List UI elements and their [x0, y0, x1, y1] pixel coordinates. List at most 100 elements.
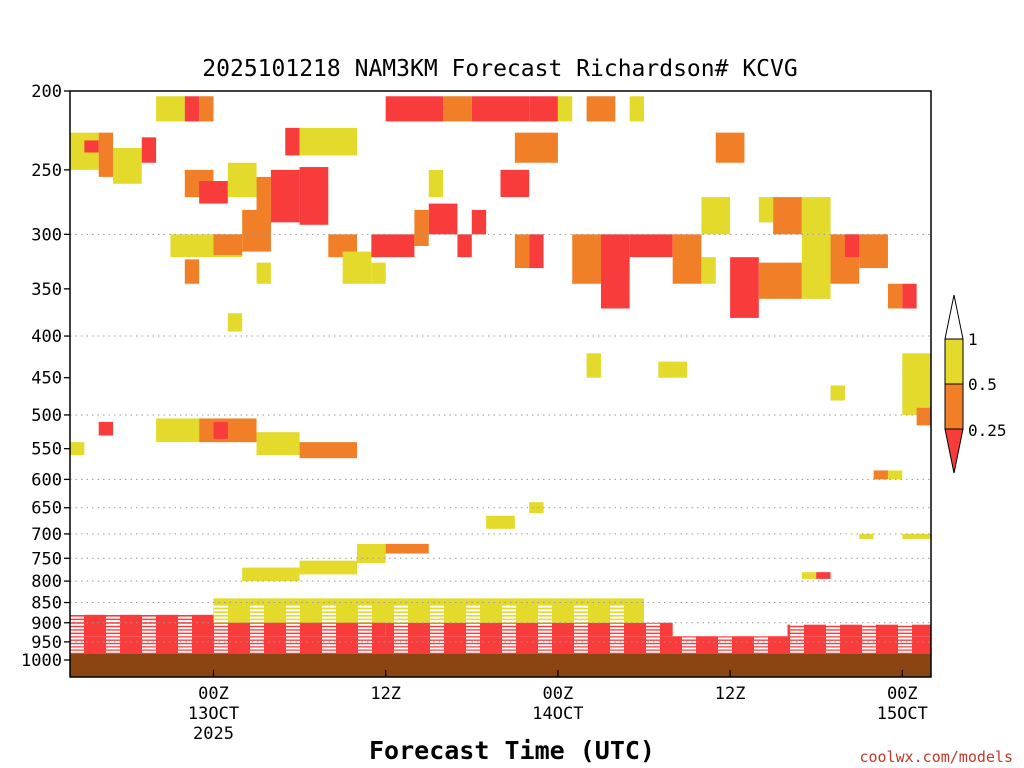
heatmap-cell-89	[816, 572, 831, 579]
heatmap-cell-4	[141, 137, 157, 163]
x-tick-label: 2025	[193, 724, 234, 744]
heatmap-cell-76	[586, 353, 601, 378]
y-axis: 200 250 300 350 400 450 500 550 600 650 700 750 8008…	[21, 82, 70, 671]
heatmap-cell-9	[199, 181, 228, 204]
heatmap-cell-10	[227, 162, 257, 198]
heatmap-cell-68	[98, 421, 114, 436]
x-tick-label: 00Z	[887, 684, 918, 704]
heatmap-cell-77	[658, 361, 688, 378]
heatmap-cell-24	[371, 234, 415, 258]
heatmap-cell-5	[156, 96, 185, 122]
heatmap-cell-71	[385, 543, 429, 554]
heatmap-cell-29	[529, 96, 558, 122]
heatmap-cell-35	[428, 169, 444, 198]
heatmap-cell-72	[299, 560, 357, 575]
heatmap-cell-74	[529, 502, 544, 514]
heatmap-cell-81	[916, 407, 931, 426]
x-tick-label: 00Z	[543, 684, 574, 704]
heatmap-cell-61	[801, 197, 831, 235]
heatmap-cell-88	[801, 572, 817, 579]
y-tick-label: 700	[31, 525, 62, 545]
heatmap-cell-21	[299, 127, 357, 156]
heatmap-cell-84	[873, 470, 888, 480]
colorbar-label: 0.25	[968, 421, 1007, 440]
heatmap-cell-31	[586, 96, 616, 122]
y-tick-label: 1000	[21, 651, 62, 671]
heatmap-cell-52	[844, 234, 860, 258]
heatmap-cell-79	[902, 353, 931, 415]
heatmap-cell-37	[414, 209, 429, 246]
heatmap-cell-65	[213, 421, 228, 439]
x-tick-label: 13OCT	[188, 704, 239, 724]
heatmap-cell-47	[730, 257, 759, 318]
heatmap-cell-30	[557, 96, 573, 122]
colorbar-label: 1	[968, 330, 978, 349]
heatmap-cell-25	[371, 262, 386, 284]
y-tick-label: 250	[31, 161, 62, 181]
heatmap-cells	[70, 96, 931, 655]
heatmap-cell-27	[443, 96, 472, 122]
heatmap-cell-67	[299, 442, 357, 459]
heatmap-cell-53	[887, 283, 903, 309]
y-tick-label: 300	[31, 225, 62, 245]
y-tick-label: 600	[31, 470, 62, 490]
colorbar-segment-gt1	[944, 294, 964, 340]
heatmap-cell-78	[830, 385, 845, 401]
heatmap-cell-23	[342, 251, 372, 284]
heatmap-cell-62	[701, 197, 731, 235]
heatmap-cell-54	[902, 283, 917, 309]
heatmap-cell-86	[902, 533, 931, 539]
x-axis-title: Forecast Time (UTC)	[369, 736, 655, 765]
heatmap-cell-20	[285, 127, 300, 156]
heatmap-cell-1	[84, 140, 99, 153]
heatmap-cell-59	[758, 197, 774, 223]
heatmap-cell-17	[184, 259, 200, 284]
y-tick-label: 550	[31, 440, 62, 460]
y-tick-label: 750	[31, 549, 62, 569]
heatmap-cell-42	[572, 234, 601, 284]
x-tick-label: 15OCT	[877, 704, 928, 724]
ground-layer	[70, 654, 931, 677]
colorbar-label: 0.5	[968, 375, 997, 394]
heatmap-cell-70	[357, 543, 386, 563]
colorbar-segment-05-1	[944, 338, 964, 385]
heatmap-cell-12	[270, 169, 300, 223]
heatmap-cell-19	[256, 262, 271, 284]
chart-title: 2025101218 NAM3KM Forecast Richardson# K…	[202, 56, 797, 82]
heatmap-cell-38	[457, 234, 472, 258]
heatmap-cell-22	[328, 234, 357, 258]
heatmap-cell-63	[156, 418, 200, 443]
x-tick-label: 14OCT	[532, 704, 583, 724]
heatmap-cell-69	[70, 442, 85, 456]
x-tick-label: 00Z	[198, 684, 229, 704]
heatmap-cell-41	[529, 234, 544, 269]
heatmap-cell-6	[184, 96, 200, 122]
colorbar-segment-025-05	[944, 383, 964, 430]
heatmap-cell-58	[715, 132, 745, 163]
heatmap-cell-44	[629, 234, 673, 258]
heatmap-cell-45	[672, 234, 702, 284]
heatmap-cell-66	[256, 432, 300, 456]
low-level-cell-3	[787, 624, 931, 637]
heatmap-cell-28	[471, 96, 530, 122]
heatmap-cell-85	[887, 470, 903, 480]
low-level-cell-2	[385, 622, 673, 637]
heatmap-cell-33	[514, 132, 558, 163]
low-level-cell-0	[70, 636, 931, 655]
y-tick-label: 650	[31, 499, 62, 519]
heatmap-cell-49	[801, 234, 831, 299]
heatmap-cell-40	[514, 234, 530, 269]
heatmap-cell-36	[428, 203, 458, 235]
y-tick-label: 400	[31, 327, 62, 347]
heatmap-cell-43	[600, 234, 630, 309]
colorbar-legend: 1 0.5 0.25	[944, 294, 1007, 474]
y-tick-label: 200	[31, 82, 62, 102]
y-tick-label: 900	[31, 614, 62, 634]
heatmap-cell-32	[629, 96, 644, 122]
y-tick-label: 350	[31, 280, 62, 300]
y-tick-label: 450	[31, 369, 62, 389]
heatmap-cell-46	[701, 257, 716, 284]
colorbar-segment-lt025	[944, 428, 964, 474]
heatmap-cell-18	[227, 313, 243, 332]
